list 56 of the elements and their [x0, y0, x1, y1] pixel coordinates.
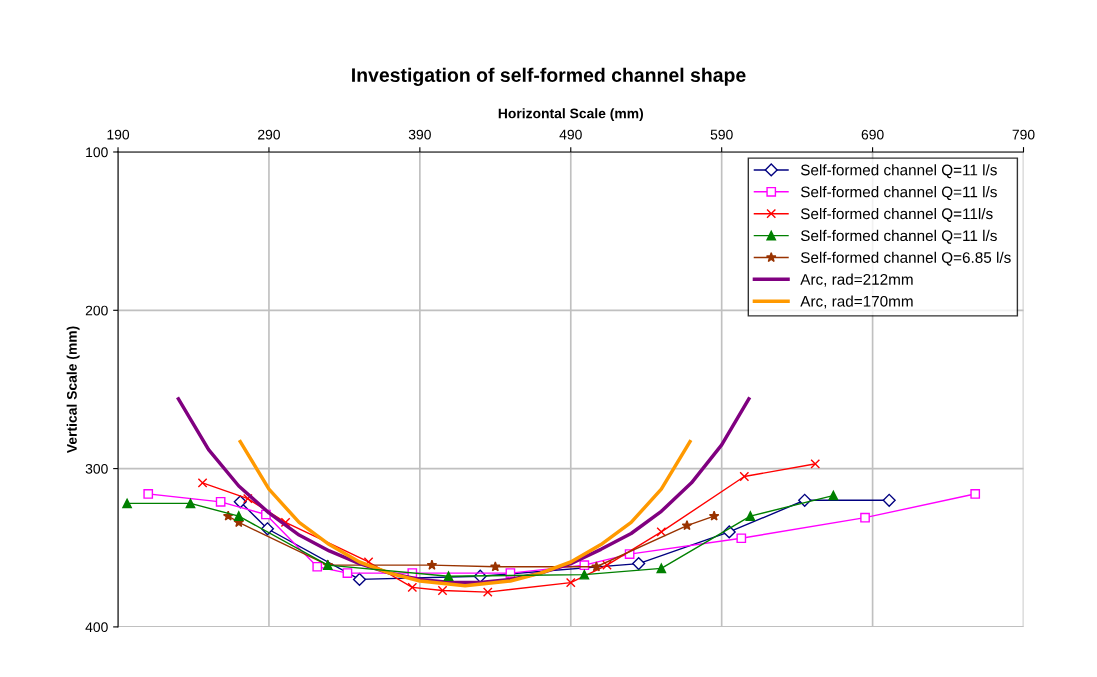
point — [708, 510, 720, 521]
point — [565, 577, 576, 588]
legend-label: Self-formed channel Q=11 l/s — [800, 164, 997, 179]
point — [407, 582, 418, 593]
x-tick-label: 190 — [107, 129, 130, 140]
point — [426, 559, 438, 570]
point — [280, 517, 291, 528]
point — [185, 498, 196, 509]
point — [739, 471, 750, 482]
x-tick-label: 290 — [258, 129, 280, 140]
point — [482, 587, 493, 597]
legend-label: Arc, rad=212mm — [800, 273, 913, 287]
legend-label: Self-formed channel Q=11 l/s — [800, 229, 997, 244]
point — [215, 496, 226, 507]
point — [143, 489, 154, 499]
point — [443, 571, 454, 582]
y-tick-label: 200 — [85, 305, 108, 316]
point — [437, 585, 448, 596]
point — [882, 493, 896, 507]
y-tick-label: 100 — [86, 147, 108, 158]
point — [828, 490, 839, 501]
chart-title: Investigation of self-formed channel shape — [352, 67, 746, 86]
point — [860, 512, 870, 523]
y-tick-label: 400 — [85, 622, 108, 633]
y-tick-label: 300 — [85, 463, 108, 474]
point — [197, 477, 208, 488]
legend-label: Self-formed channel Q=11 l/s — [800, 186, 997, 201]
point — [312, 561, 323, 572]
point — [352, 572, 367, 586]
point — [122, 498, 132, 509]
x-tick-label: 490 — [559, 129, 582, 140]
point — [656, 527, 667, 537]
point — [656, 563, 667, 574]
point — [970, 489, 981, 499]
x-tick-label: 790 — [1012, 129, 1035, 140]
point — [810, 458, 821, 469]
point — [579, 569, 590, 580]
point — [242, 493, 253, 504]
point — [602, 560, 612, 571]
legend-label: Arc, rad=170mm — [800, 295, 913, 309]
line-series — [238, 439, 692, 588]
point — [342, 568, 353, 578]
legend-label: Self-formed channel Q=6.85 l/s — [800, 251, 1011, 266]
point — [736, 533, 747, 544]
x-tick-label: 590 — [710, 129, 733, 140]
x-axis-title: Horizontal Scale (mm) — [498, 108, 644, 122]
point — [591, 561, 602, 572]
legend-label: Self-formed channel Q=11l/s — [800, 207, 993, 222]
point — [681, 520, 693, 531]
y-axis-title: Vertical Scale (mm) — [66, 326, 80, 454]
point — [632, 556, 646, 571]
point — [489, 561, 501, 572]
point — [233, 511, 244, 521]
point — [745, 511, 756, 521]
x-tick-label: 390 — [408, 129, 431, 140]
x-tick-label: 690 — [861, 129, 884, 140]
